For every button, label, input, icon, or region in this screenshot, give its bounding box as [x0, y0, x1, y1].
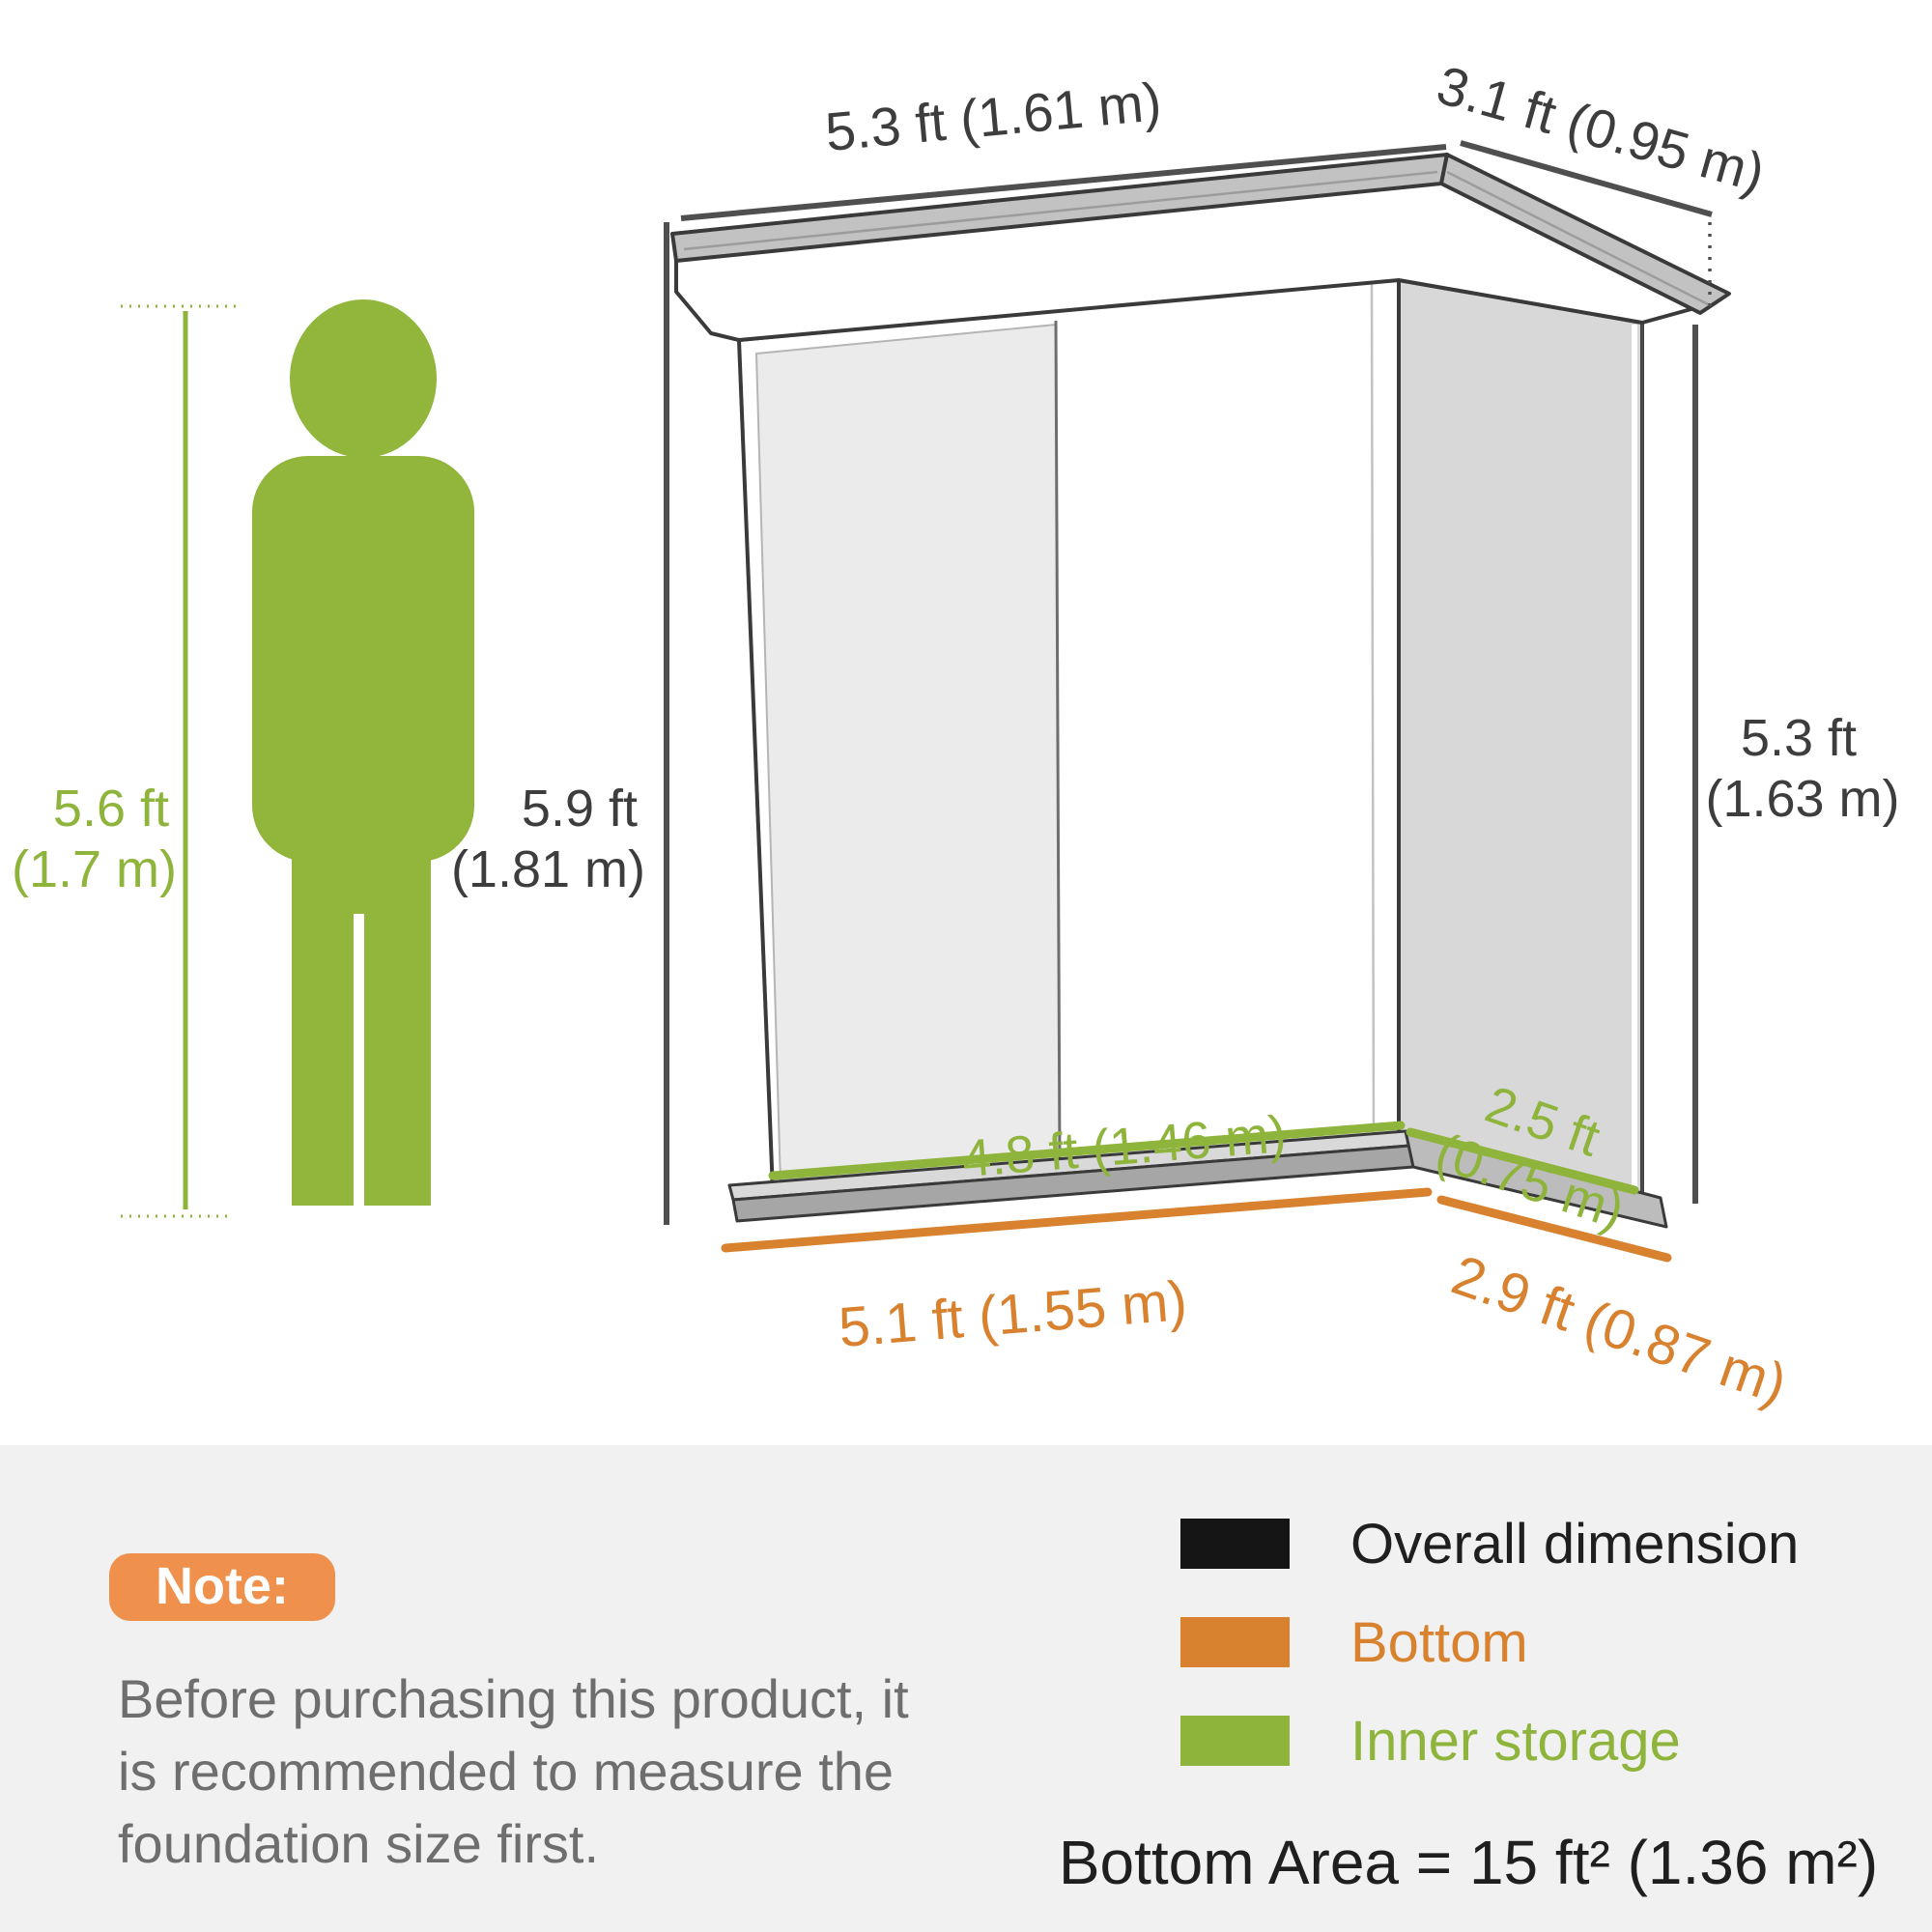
note-panel-background [0, 1445, 1932, 1932]
overall-depth-line [1460, 140, 1713, 217]
note-line-1: Before purchasing this product, it [118, 1668, 909, 1729]
note-line-2: is recommended to measure the [118, 1741, 894, 1802]
note-line-3: foundation size first. [118, 1813, 599, 1874]
shed-left-door-panel [755, 324, 1061, 1186]
legend-label-overall: Overall dimension [1350, 1513, 1799, 1576]
person-height-measure [121, 304, 242, 1218]
legend: Overall dimension Bottom Inner storage B… [1059, 1513, 1878, 1897]
person-silhouette [252, 299, 474, 1206]
legend-swatch-bottom [1180, 1617, 1290, 1667]
shed-roof-front-ridge [683, 170, 1438, 251]
legend-label-inner-storage: Inner storage [1350, 1710, 1681, 1773]
person-height-label-line2: (1.7 m) [12, 840, 177, 898]
note-badge-label: Note: [156, 1557, 289, 1615]
bottom-area-text: Bottom Area = 15 ft² (1.36 m²) [1059, 1828, 1878, 1897]
inner-width-line [768, 1121, 1406, 1180]
bottom-width-line [721, 1187, 1433, 1253]
overall-front-height-line1: 5.9 ft [522, 780, 638, 838]
note-badge [109, 1553, 335, 1621]
overall-measures [664, 140, 1713, 1225]
overall-front-height-line2: (1.81 m) [451, 840, 645, 898]
overall-width-line [680, 144, 1447, 221]
overall-rear-height-line2: (1.63 m) [1705, 770, 1899, 828]
legend-swatch-overall [1180, 1519, 1290, 1569]
shed-roof-right-ridge [1446, 170, 1711, 307]
person-head [290, 299, 437, 458]
overall-rear-height-line1: 5.3 ft [1741, 709, 1857, 767]
legend-swatch-inner-storage [1180, 1716, 1290, 1766]
bottom-depth-line [1436, 1195, 1672, 1263]
shed-roof-right-band [1439, 153, 1731, 315]
shed-illustration [670, 153, 1731, 1229]
person-leg-gap [354, 914, 364, 1206]
shed-side-wall [1397, 278, 1644, 1200]
person-height-label-line1: 5.6 ft [53, 780, 169, 838]
shed-front-right-trim [1370, 281, 1376, 1141]
note-block: Note: Before purchasing this product, it… [109, 1553, 909, 1874]
inner-depth-line [1406, 1127, 1639, 1195]
shed-door-divider [1054, 320, 1062, 1164]
legend-label-bottom: Bottom [1350, 1611, 1528, 1674]
